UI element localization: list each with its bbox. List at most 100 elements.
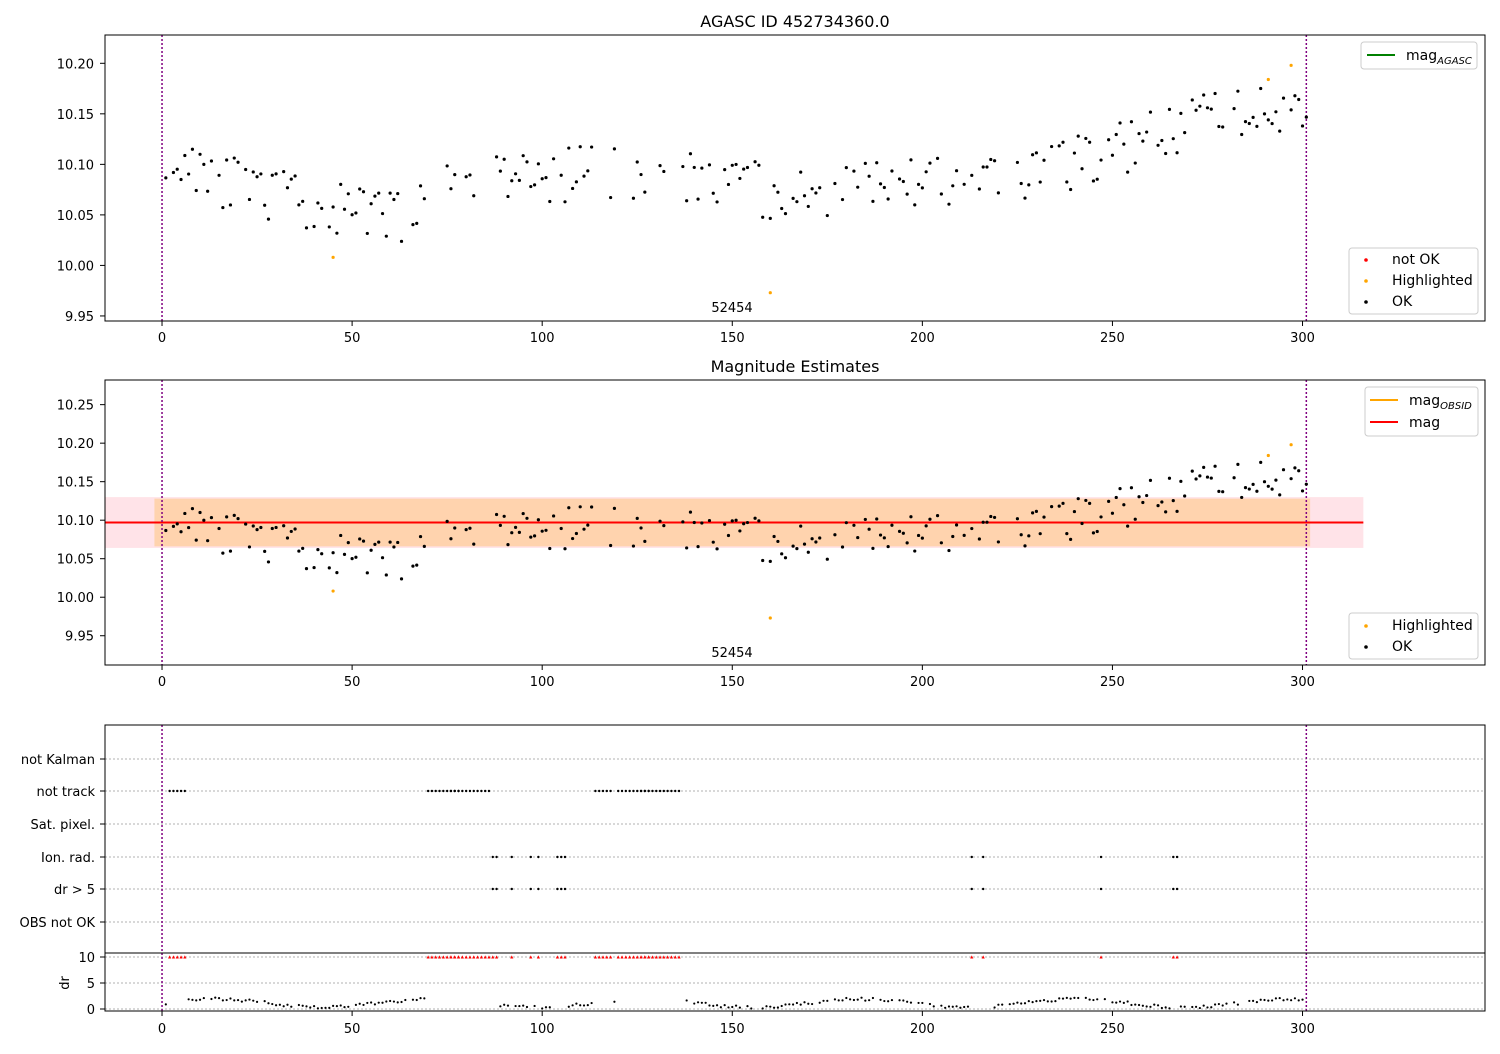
ok-point (392, 545, 396, 549)
ok-point (707, 518, 712, 523)
ok-point (392, 197, 396, 202)
ok-point (643, 190, 647, 194)
ok-point (1069, 537, 1073, 541)
ok-point (1270, 487, 1274, 491)
ok-point (1034, 151, 1039, 155)
ok-point (529, 184, 533, 189)
ok-point (194, 188, 198, 193)
not-track-point (620, 789, 624, 793)
ok-point (453, 526, 457, 530)
ion-rad-point (529, 855, 532, 859)
dr-point (290, 1005, 293, 1008)
dr-point (1130, 1003, 1133, 1007)
ok-point (1114, 132, 1118, 137)
ok-point (768, 216, 772, 220)
ion-rad-point (510, 855, 513, 859)
dr-over-limit-marker (1171, 955, 1175, 959)
ok-point (951, 184, 955, 188)
ok-point (1281, 96, 1286, 100)
panel2-plot-area: 9.95 10.00 10.05 10.10 10.15 10.20 10.25 0 50 100… (57, 380, 1364, 690)
ok-point (852, 169, 856, 173)
ok-point (730, 163, 734, 167)
dr-point (1088, 998, 1091, 1001)
ok-point (886, 197, 890, 201)
dr-point (309, 1006, 312, 1009)
dr-point (286, 1003, 289, 1006)
ok-point (954, 169, 959, 173)
ok-point (289, 529, 293, 534)
ok-point (1259, 86, 1263, 91)
ok-point (738, 529, 742, 533)
ok-point (270, 526, 274, 531)
y-tick-label: 10.20 (57, 437, 94, 452)
dr-point (1153, 1003, 1156, 1006)
dr-point (849, 998, 852, 1001)
ok-point (1076, 497, 1080, 501)
flag-label: dr > 5 (54, 883, 95, 898)
ok-point (700, 166, 704, 170)
dr-over-limit-marker (616, 955, 620, 959)
dr5-point (559, 887, 563, 891)
ok-point (700, 521, 704, 525)
ok-point (726, 182, 731, 187)
ok-point (886, 544, 890, 549)
dr-point (347, 1005, 350, 1008)
dr-point (1282, 999, 1285, 1002)
x-tick-label: 100 (530, 675, 555, 690)
ok-point (761, 215, 765, 219)
ok-point (1194, 108, 1198, 112)
dr-over-limit-marker (635, 955, 639, 959)
ok-point (1255, 489, 1259, 493)
ok-point (707, 163, 712, 167)
ok-point (1255, 124, 1259, 128)
dr5-point (1099, 887, 1103, 891)
dr-point (1012, 1002, 1015, 1005)
dr-point (1118, 1000, 1122, 1003)
ok-point (711, 540, 715, 544)
ok-point (388, 191, 392, 195)
legend-not-ok-label: not OK (1392, 252, 1440, 268)
ok-point (909, 515, 913, 519)
ok-point (559, 173, 563, 177)
ok-point (681, 164, 685, 169)
ok-point (840, 545, 845, 549)
ok-point (384, 234, 388, 238)
ok-point (1057, 144, 1061, 148)
dr-point (381, 1001, 384, 1004)
dr-point (202, 996, 205, 1000)
panel1-frame (104, 34, 1486, 322)
dr-point (1039, 999, 1042, 1002)
dr-tick-label: 0 (87, 1003, 95, 1018)
ok-point (297, 549, 301, 553)
ok-point (1145, 493, 1149, 498)
dr-point (274, 1004, 278, 1007)
ok-point (449, 187, 453, 191)
ok-point (1289, 108, 1293, 112)
dr-point (845, 996, 848, 1000)
ok-point (609, 543, 613, 548)
ok-point (183, 153, 187, 158)
ok-point (293, 174, 297, 178)
ok-point (1137, 495, 1141, 499)
ok-point (285, 536, 290, 540)
ok-point (878, 533, 883, 537)
dr-point (1145, 1005, 1148, 1008)
dr-point (879, 998, 882, 1001)
ok-point (422, 197, 426, 201)
ok-point (1107, 499, 1111, 504)
ion-rad-point (970, 855, 973, 859)
ok-point (962, 182, 966, 186)
ok-point (962, 533, 966, 537)
ok-point (791, 544, 795, 548)
ok-point (312, 224, 316, 229)
ok-point (996, 191, 1000, 195)
dr-point (693, 1002, 696, 1005)
dr-point (400, 1000, 403, 1004)
ok-point (1129, 486, 1134, 490)
ok-point (1031, 153, 1035, 157)
legend-mag-agasc-label: magAGASC (1406, 48, 1472, 67)
ok-point (658, 519, 662, 523)
dr-point (582, 1004, 586, 1007)
ok-point (939, 192, 943, 196)
